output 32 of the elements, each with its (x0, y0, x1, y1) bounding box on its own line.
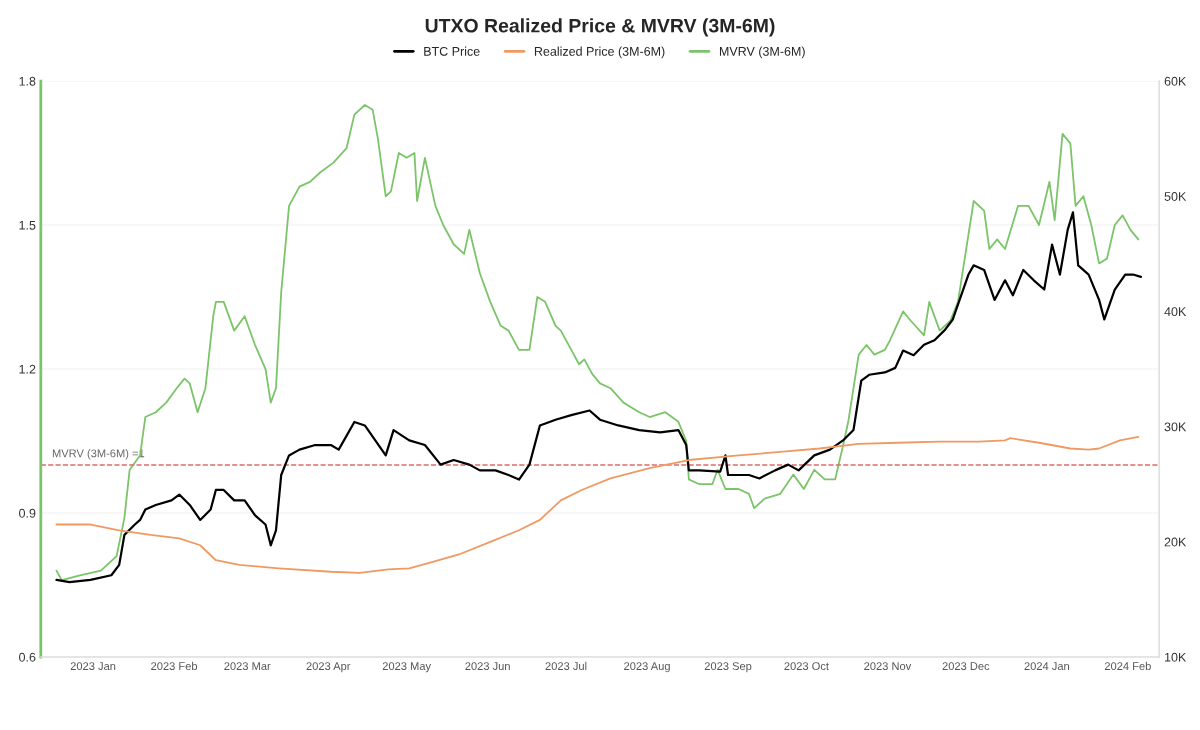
y2-tick-label: 40K (1164, 307, 1187, 317)
y-tick-label: 1.5 (19, 220, 36, 230)
line-series (55, 104, 1140, 582)
y-tick-label: 0.9 (19, 508, 36, 518)
line-series (55, 436, 1140, 574)
x-tick-label: 2024 Feb (1104, 661, 1151, 671)
chart-title: UTXO Realized Price & MVRV (3M-6M) (425, 18, 775, 37)
y-tick-label: 0.6 (19, 652, 36, 662)
x-tick-label: 2023 Aug (624, 662, 670, 673)
legend-label: MVRV (3M-6M) (719, 46, 805, 59)
y2-tick-label: 60K (1164, 76, 1187, 86)
x-tick-label: 2023 Apr (306, 662, 351, 673)
y-tick-label: 1.2 (19, 364, 36, 374)
x-tick-label: 2023 Mar (224, 662, 271, 671)
y2-tick-label: 20K (1164, 537, 1187, 547)
legend-label: BTC Price (424, 46, 480, 56)
x-tick-label: 2023 Jan (70, 662, 116, 671)
x-tick-label: 2023 May (382, 662, 432, 673)
x-tick-label: 2023 Dec (942, 662, 990, 671)
y2-tick-label: 50K (1164, 192, 1187, 201)
x-tick-label: 2023 Nov (864, 662, 912, 671)
x-tick-label: 2023 Oct (784, 662, 829, 671)
legend-label: Realized Price (3M-6M) (534, 46, 665, 59)
x-tick-label: 2023 Jun (465, 662, 510, 671)
line-series (55, 211, 1143, 584)
y-tick-label: 1.8 (19, 76, 36, 86)
x-tick-label: 2023 Feb (151, 661, 198, 671)
x-tick-label: 2023 Sep (704, 662, 752, 673)
x-tick-label: 2023 Jul (545, 661, 587, 671)
y2-tick-label: 10K (1165, 652, 1187, 662)
y2-tick-label: 30K (1164, 422, 1187, 432)
x-tick-label: 2024 Jan (1024, 662, 1069, 671)
